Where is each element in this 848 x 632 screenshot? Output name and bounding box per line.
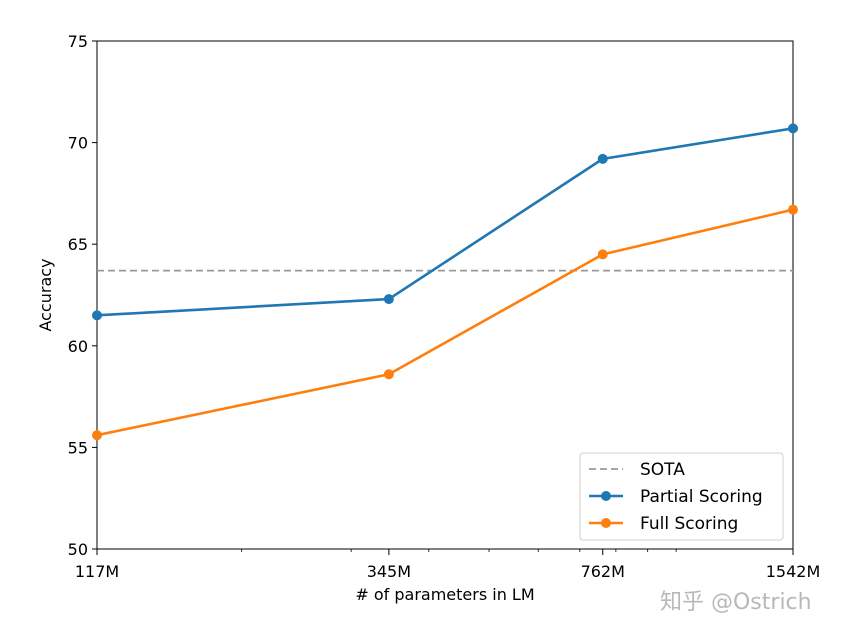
y-axis: 50 55 60 65 70 75 <box>68 32 97 559</box>
partial-scoring-point <box>383 294 394 305</box>
y-tick-label: 70 <box>68 134 88 153</box>
y-axis-label: Accuracy <box>36 258 55 331</box>
x-tick-label: 117M <box>75 562 119 581</box>
legend-box <box>579 452 784 541</box>
legend-full-scoring-label: Full Scoring <box>640 514 738 534</box>
full-scoring-point <box>383 369 394 380</box>
y-tick-label: 75 <box>68 32 88 51</box>
x-tick-label: 762M <box>581 562 625 581</box>
plot-frame <box>96 40 794 550</box>
y-tick-label: 65 <box>68 235 88 254</box>
y-tick-label: 60 <box>68 337 88 356</box>
legend: SOTA Partial Scoring Full Scoring <box>579 452 784 541</box>
full-scoring-line <box>96 208 794 437</box>
watermark-text: 知乎 @Ostrich <box>660 590 812 615</box>
series-layer <box>92 123 798 441</box>
x-axis: 117M 345M 762M 1542M <box>75 549 820 581</box>
x-axis-label: # of parameters in LM <box>355 585 534 604</box>
full-scoring-point <box>92 430 102 441</box>
legend-items: SOTA Partial Scoring Full Scoring <box>589 460 763 534</box>
legend-partial-scoring-label: Partial Scoring <box>640 487 763 507</box>
legend-sota-label: SOTA <box>640 460 685 480</box>
x-tick-label: 1542M <box>766 562 821 581</box>
x-tick-label: 345M <box>367 562 411 581</box>
y-tick-label: 50 <box>68 540 88 559</box>
full-scoring-point <box>597 249 608 260</box>
y-tick-label: 55 <box>68 438 88 457</box>
full-scoring-point <box>788 204 798 215</box>
legend-full-scoring-marker <box>601 518 611 528</box>
partial-scoring-line <box>96 127 794 317</box>
plot-area: 50 55 60 65 70 75 117M 345M 762M 1542M <box>68 32 821 581</box>
legend-partial-scoring-marker <box>601 491 611 501</box>
partial-scoring-point <box>788 123 798 134</box>
partial-scoring-point <box>92 310 102 321</box>
partial-scoring-point <box>597 153 608 164</box>
